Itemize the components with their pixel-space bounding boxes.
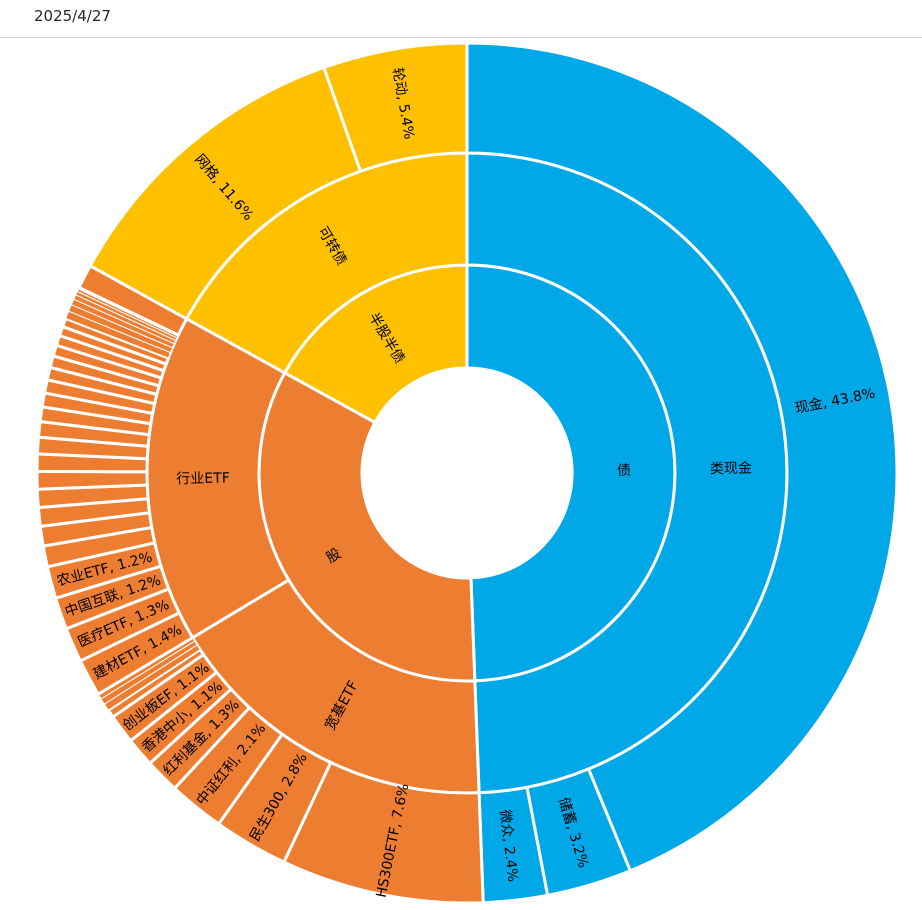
slice-outer-轮动[interactable] xyxy=(322,41,469,173)
header: 2025/4/27 xyxy=(0,0,922,38)
slice-label-行业ETF: 行业ETF xyxy=(176,470,230,487)
chart-area: 债股半股半债 类现金 宽基ETF 行业ETF 可转债 现金, 43.8% 储蓄, 3.2% 微… xyxy=(0,38,922,906)
slice-label-类现金: 类现金 xyxy=(710,461,752,478)
slice-label-债: 债 xyxy=(617,463,631,479)
slice-outer-21[interactable] xyxy=(35,469,149,491)
report-date: 2025/4/27 xyxy=(34,7,111,25)
slice-outer-现金[interactable] xyxy=(465,41,899,873)
